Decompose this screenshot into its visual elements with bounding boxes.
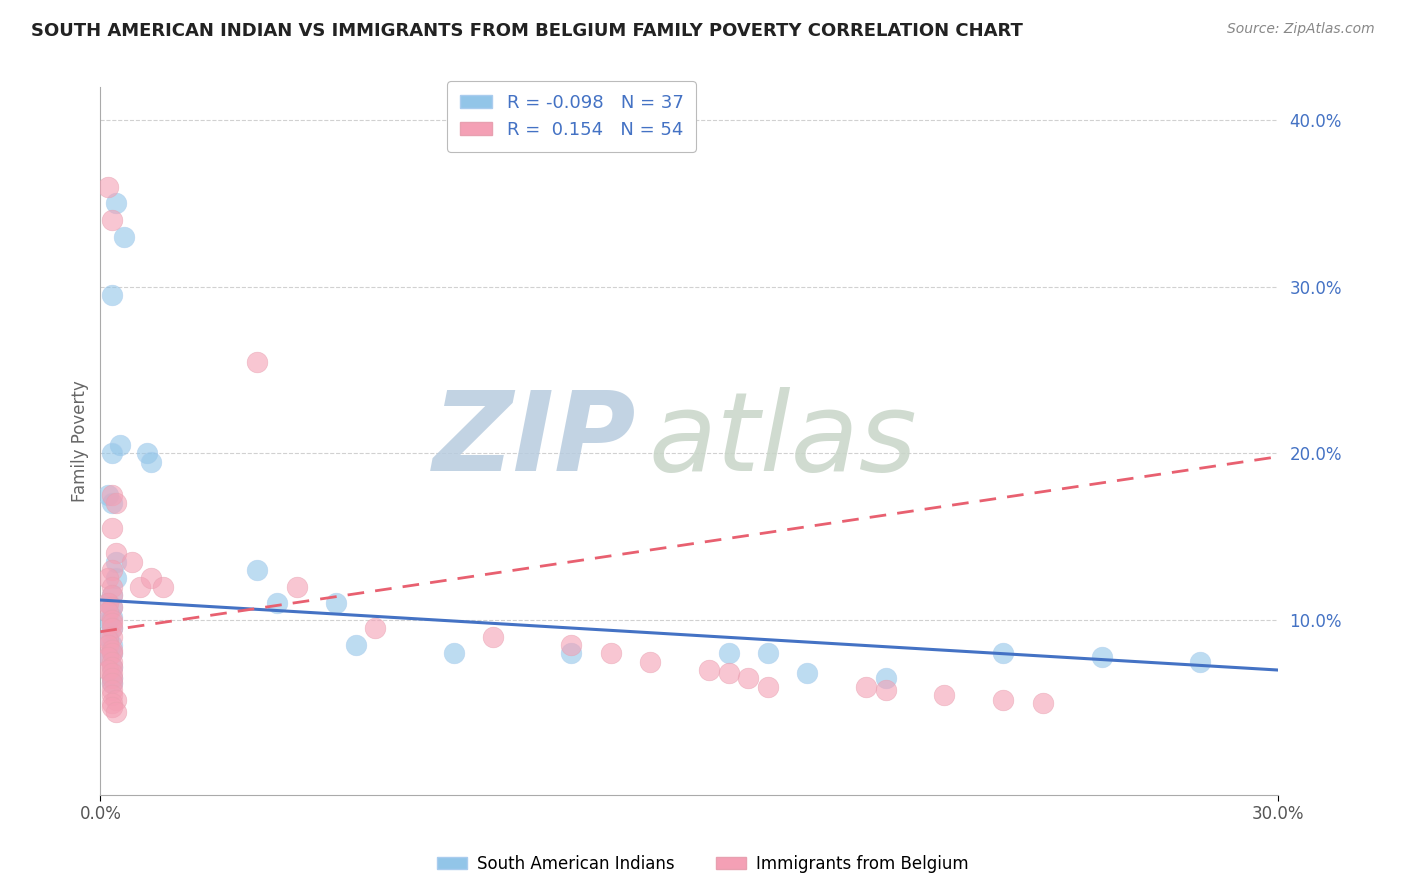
Point <box>128 580 150 594</box>
Point <box>105 705 128 719</box>
Point <box>560 646 582 660</box>
Point <box>97 649 120 664</box>
Point <box>993 646 1015 660</box>
Point <box>717 666 740 681</box>
Point <box>756 680 779 694</box>
Point <box>697 663 720 677</box>
Point <box>101 563 124 577</box>
Point <box>97 488 120 502</box>
Point <box>101 676 124 690</box>
Point <box>136 446 159 460</box>
Point <box>101 621 124 635</box>
Point <box>97 596 120 610</box>
Point <box>993 693 1015 707</box>
Point <box>599 646 621 660</box>
Y-axis label: Family Poverty: Family Poverty <box>72 380 89 501</box>
Text: ZIP: ZIP <box>433 387 637 494</box>
Point <box>101 288 124 302</box>
Point <box>101 613 124 627</box>
Point <box>101 688 124 702</box>
Point <box>101 676 124 690</box>
Point <box>101 659 124 673</box>
Point <box>101 446 124 460</box>
Point <box>344 638 367 652</box>
Point <box>97 633 120 648</box>
Text: Source: ZipAtlas.com: Source: ZipAtlas.com <box>1227 22 1375 37</box>
Point <box>112 229 135 244</box>
Point <box>101 609 124 624</box>
Point <box>101 496 124 510</box>
Point <box>101 599 124 614</box>
Point <box>97 613 120 627</box>
Point <box>101 646 124 660</box>
Point <box>101 588 124 602</box>
Point <box>97 663 120 677</box>
Text: atlas: atlas <box>648 387 917 494</box>
Point <box>141 455 163 469</box>
Point <box>246 563 269 577</box>
Point <box>717 646 740 660</box>
Point <box>101 588 124 602</box>
Point <box>101 699 124 714</box>
Point <box>737 672 759 686</box>
Point <box>105 196 128 211</box>
Point <box>105 693 128 707</box>
Legend: South American Indians, Immigrants from Belgium: South American Indians, Immigrants from … <box>430 848 976 880</box>
Point <box>97 638 120 652</box>
Point <box>246 354 269 368</box>
Point <box>101 666 124 681</box>
Point <box>105 555 128 569</box>
Point <box>101 659 124 673</box>
Point <box>97 571 120 585</box>
Point <box>101 213 124 227</box>
Point <box>101 638 124 652</box>
Point <box>101 655 124 669</box>
Point <box>101 488 124 502</box>
Point <box>97 649 120 664</box>
Point <box>152 580 174 594</box>
Point <box>121 555 143 569</box>
Point <box>875 672 897 686</box>
Point <box>1032 697 1054 711</box>
Point <box>141 571 163 585</box>
Point <box>101 672 124 686</box>
Legend: R = -0.098   N = 37, R =  0.154   N = 54: R = -0.098 N = 37, R = 0.154 N = 54 <box>447 81 696 152</box>
Point <box>97 605 120 619</box>
Point <box>934 688 956 702</box>
Text: SOUTH AMERICAN INDIAN VS IMMIGRANTS FROM BELGIUM FAMILY POVERTY CORRELATION CHAR: SOUTH AMERICAN INDIAN VS IMMIGRANTS FROM… <box>31 22 1022 40</box>
Point <box>101 683 124 698</box>
Point <box>97 179 120 194</box>
Point <box>101 599 124 614</box>
Point <box>638 655 661 669</box>
Point <box>101 646 124 660</box>
Point <box>1090 649 1112 664</box>
Point <box>325 596 347 610</box>
Point <box>105 571 128 585</box>
Point <box>285 580 308 594</box>
Point <box>101 580 124 594</box>
Point <box>101 616 124 631</box>
Point <box>101 630 124 644</box>
Point <box>108 438 131 452</box>
Point <box>266 596 288 610</box>
Point <box>105 546 128 560</box>
Point <box>364 621 387 635</box>
Point <box>855 680 877 694</box>
Point <box>97 596 120 610</box>
Point <box>101 621 124 635</box>
Point <box>482 630 505 644</box>
Point <box>105 496 128 510</box>
Point <box>101 521 124 535</box>
Point <box>756 646 779 660</box>
Point <box>560 638 582 652</box>
Point <box>443 646 465 660</box>
Point <box>101 643 124 657</box>
Point <box>1188 655 1211 669</box>
Point <box>101 672 124 686</box>
Point <box>796 666 818 681</box>
Point <box>101 697 124 711</box>
Point <box>875 683 897 698</box>
Point <box>97 630 120 644</box>
